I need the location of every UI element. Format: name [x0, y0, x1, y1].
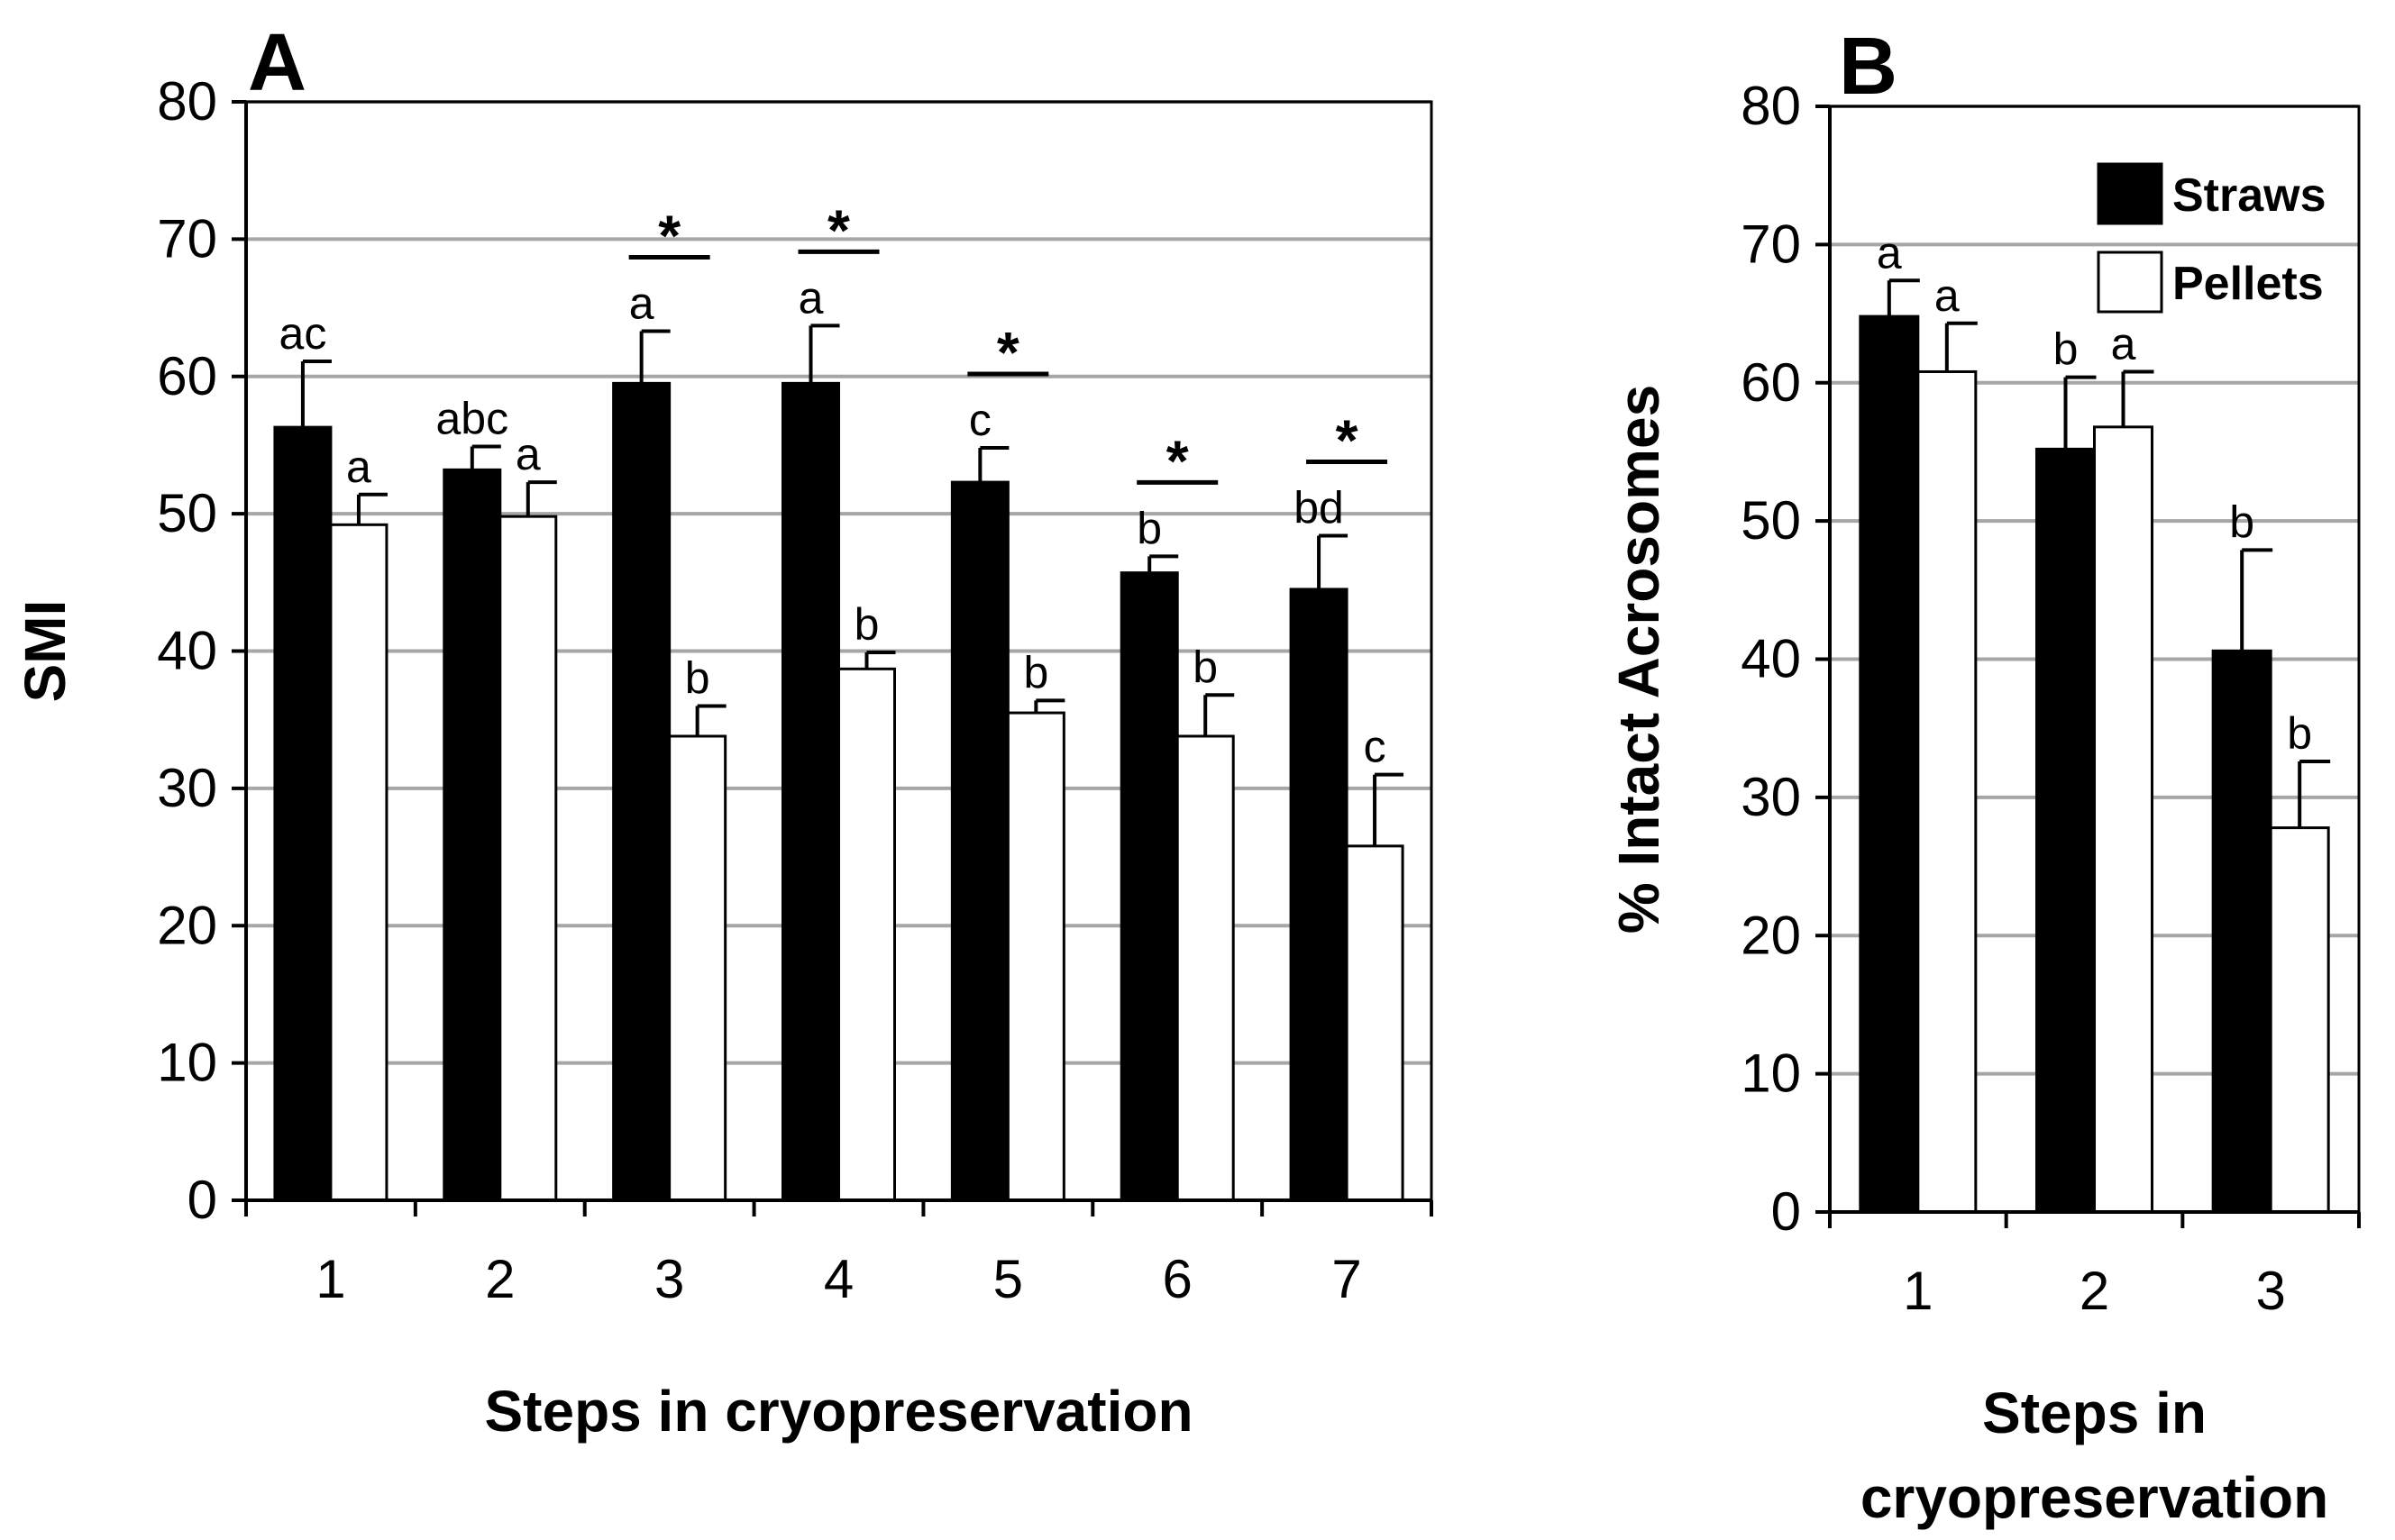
bar-straws-step-3	[2211, 649, 2272, 1214]
panel-label: A	[248, 18, 306, 108]
significance-letter: b	[2287, 708, 2312, 759]
legend-swatch-straws	[2097, 162, 2163, 225]
significance-letter: b	[1193, 642, 1218, 692]
significance-letter: bd	[1293, 483, 1344, 533]
significance-letter: abc	[435, 393, 508, 443]
significance-letter: b	[2229, 497, 2254, 547]
significance-letter: b	[2053, 324, 2079, 375]
x-axis-label-line: Steps in	[1982, 1381, 2207, 1445]
significance-star: *	[658, 203, 681, 268]
bar-straws-step-1	[1859, 314, 1920, 1214]
panel-label: B	[1839, 22, 1897, 112]
bar-straws-step-2	[443, 468, 502, 1202]
y-tick-label: 20	[1741, 905, 1801, 965]
x-tick-label: 3	[654, 1249, 684, 1309]
bar-straws-step-7	[1289, 588, 1348, 1202]
x-tick-label: 3	[2255, 1261, 2285, 1321]
significance-star: *	[827, 197, 850, 262]
significance-letter: b	[685, 652, 710, 703]
significance-letter: a	[2111, 318, 2136, 369]
y-tick-label: 60	[1741, 352, 1801, 413]
y-tick-label: 70	[157, 208, 217, 269]
significance-letter: ac	[279, 308, 327, 359]
y-tick-label: 20	[157, 895, 217, 955]
x-tick-label: 6	[1163, 1249, 1193, 1309]
y-tick-label: 0	[187, 1170, 217, 1230]
y-tick-label: 80	[1741, 76, 1801, 136]
significance-letter: a	[629, 278, 654, 328]
bar-straws-step-3	[612, 381, 672, 1202]
bar-straws-step-6	[1120, 571, 1179, 1202]
y-tick-label: 10	[157, 1033, 217, 1093]
y-tick-label: 30	[1741, 767, 1801, 827]
y-tick-label: 50	[1741, 490, 1801, 551]
significance-star: *	[1166, 428, 1189, 493]
x-tick-label: 2	[485, 1249, 515, 1309]
significance-letter: a	[1877, 227, 1902, 278]
x-tick-label: 1	[1903, 1261, 1933, 1321]
bar-straws-step-4	[782, 381, 840, 1202]
y-tick-label: 0	[1771, 1181, 1801, 1242]
bar-straws-step-1	[273, 425, 333, 1202]
x-tick-label: 5	[993, 1249, 1023, 1309]
bar-pellets-step-3	[668, 734, 727, 1202]
bar-pellets-step-6	[1175, 734, 1235, 1202]
x-axis-label: Steps in cryopreservation	[484, 1379, 1193, 1444]
significance-letter: a	[346, 442, 371, 492]
y-tick-label: 30	[157, 758, 217, 818]
legend-label-pellets: Pellets	[2172, 258, 2324, 310]
significance-letter: b	[1137, 503, 1162, 553]
bar-pellets-step-7	[1345, 844, 1404, 1202]
y-tick-label: 40	[157, 621, 217, 681]
bar-pellets-step-4	[837, 667, 896, 1202]
significance-letter: c	[969, 395, 992, 445]
significance-star: *	[997, 320, 1019, 385]
y-tick-label: 60	[157, 346, 217, 406]
legend-label-straws: Straws	[2172, 169, 2326, 222]
bar-pellets-step-3	[2269, 826, 2330, 1214]
x-tick-label: 2	[2080, 1261, 2109, 1321]
bar-pellets-step-2	[498, 515, 558, 1202]
x-tick-label: 4	[824, 1249, 854, 1309]
x-tick-label: 7	[1331, 1249, 1361, 1309]
significance-letter: b	[1023, 647, 1048, 697]
y-axis-label: SMI	[13, 600, 78, 703]
bar-pellets-step-5	[1006, 711, 1065, 1202]
significance-letter: b	[855, 599, 880, 650]
bar-straws-step-2	[2035, 447, 2096, 1214]
y-tick-label: 50	[157, 483, 217, 543]
bar-pellets-step-2	[2093, 425, 2153, 1214]
x-axis-label-line: cryopreservation	[1860, 1465, 2328, 1530]
significance-star: *	[1336, 408, 1358, 473]
y-axis-label: % Intact Acrosomes	[1606, 385, 1671, 934]
x-tick-label: 1	[315, 1249, 345, 1309]
significance-letter: a	[1934, 270, 1960, 321]
bar-pellets-step-1	[1916, 369, 1978, 1214]
significance-letter: c	[1364, 722, 1386, 772]
significance-letter: a	[516, 429, 541, 479]
y-tick-label: 80	[157, 71, 217, 132]
bar-straws-step-5	[950, 480, 1010, 1202]
significance-letter: a	[799, 272, 824, 323]
y-tick-label: 70	[1741, 214, 1801, 274]
legend-swatch-pellets	[2097, 251, 2163, 314]
y-tick-label: 10	[1741, 1043, 1801, 1104]
y-tick-label: 40	[1741, 629, 1801, 689]
bar-pellets-step-1	[329, 523, 389, 1202]
